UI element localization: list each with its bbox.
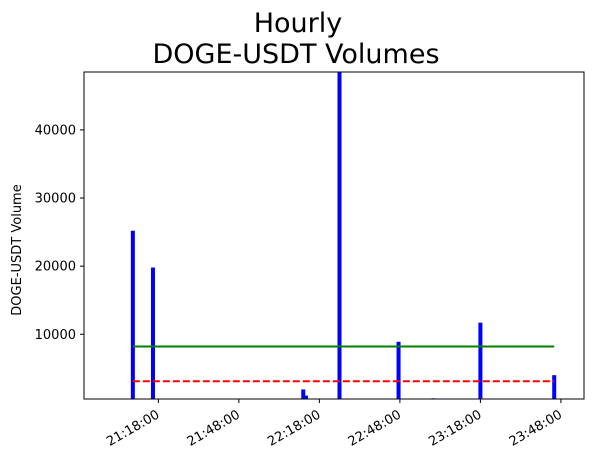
x-tick-label-5: 23:48:00 bbox=[507, 407, 565, 449]
y-tick-label-1: 20000 bbox=[35, 260, 76, 275]
y-tick-label-0: 10000 bbox=[35, 328, 76, 343]
bar-7 bbox=[478, 322, 483, 399]
bars-group bbox=[130, 72, 557, 399]
bar-5 bbox=[396, 341, 401, 399]
y-tick-label-3: 40000 bbox=[35, 123, 76, 138]
bar-8 bbox=[552, 375, 557, 399]
chart-title-line-1: Hourly bbox=[254, 8, 343, 39]
bar-4 bbox=[337, 72, 342, 399]
y-axis-label: DOGE-USDT Volume bbox=[10, 184, 25, 315]
x-tick-label-4: 23:18:00 bbox=[426, 407, 484, 449]
plot-frame bbox=[83, 71, 585, 400]
bar-0 bbox=[130, 230, 135, 399]
chart-title-line-2: DOGE-USDT Volumes bbox=[152, 39, 439, 70]
bar-1 bbox=[150, 267, 155, 399]
x-tick-label-3: 22:48:00 bbox=[346, 407, 404, 449]
x-tick-label-1: 21:48:00 bbox=[185, 407, 243, 449]
y-axis: 10000 20000 30000 40000 bbox=[35, 123, 84, 343]
bar-2 bbox=[301, 389, 306, 399]
reference-lines-group bbox=[132, 345, 555, 383]
x-tick-label-2: 22:18:00 bbox=[265, 407, 323, 449]
x-axis: 21:18:00 21:48:00 22:18:00 22:48:00 23:18:00… bbox=[104, 399, 565, 450]
x-tick-label-0: 21:18:00 bbox=[104, 407, 162, 449]
y-tick-label-2: 30000 bbox=[35, 192, 76, 207]
bar-3 bbox=[303, 395, 308, 399]
